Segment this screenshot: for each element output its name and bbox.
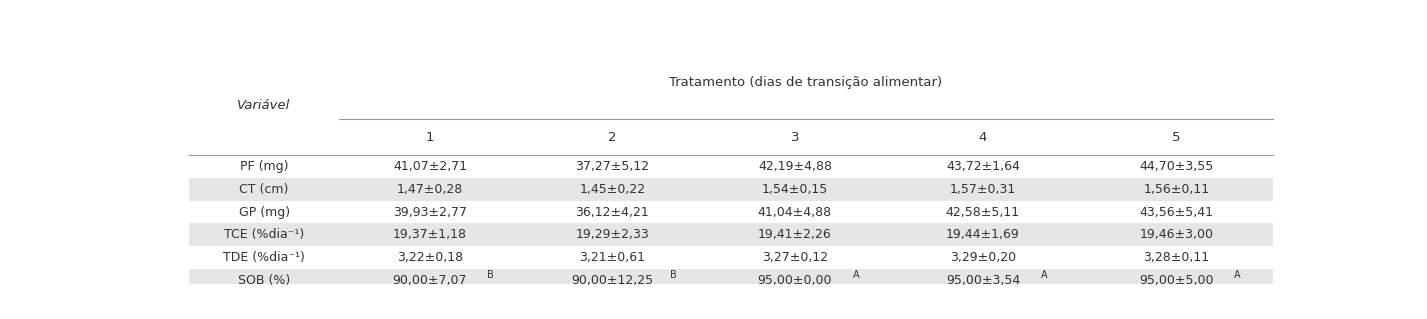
Text: 43,72±1,64: 43,72±1,64 bbox=[946, 160, 1020, 173]
Text: 1,45±0,22: 1,45±0,22 bbox=[579, 183, 645, 196]
Text: 3: 3 bbox=[791, 131, 799, 144]
Text: 43,56±5,41: 43,56±5,41 bbox=[1140, 205, 1213, 219]
Text: 39,93±2,77: 39,93±2,77 bbox=[392, 205, 467, 219]
Text: 90,00±7,07: 90,00±7,07 bbox=[392, 274, 467, 287]
Text: CT (cm): CT (cm) bbox=[240, 183, 288, 196]
Text: 1: 1 bbox=[425, 131, 434, 144]
Text: 19,46±3,00: 19,46±3,00 bbox=[1140, 228, 1213, 241]
Text: 1,57±0,31: 1,57±0,31 bbox=[950, 183, 1016, 196]
Text: 5: 5 bbox=[1172, 131, 1180, 144]
Text: 3,21±0,61: 3,21±0,61 bbox=[579, 251, 645, 264]
Text: 44,70±3,55: 44,70±3,55 bbox=[1139, 160, 1213, 173]
Text: 42,58±5,11: 42,58±5,11 bbox=[946, 205, 1020, 219]
Bar bbox=[190, 224, 1273, 246]
Bar bbox=[190, 178, 1273, 201]
Text: A: A bbox=[1234, 270, 1240, 280]
Text: 3,22±0,18: 3,22±0,18 bbox=[397, 251, 462, 264]
Text: 36,12±4,21: 36,12±4,21 bbox=[575, 205, 649, 219]
Text: A: A bbox=[1040, 270, 1047, 280]
Text: 19,29±2,33: 19,29±2,33 bbox=[575, 228, 649, 241]
Text: SOB (%): SOB (%) bbox=[238, 274, 290, 287]
Text: 19,37±1,18: 19,37±1,18 bbox=[392, 228, 467, 241]
Text: 41,04±4,88: 41,04±4,88 bbox=[758, 205, 832, 219]
Text: TDE (%dia⁻¹): TDE (%dia⁻¹) bbox=[223, 251, 305, 264]
Text: B: B bbox=[488, 270, 494, 280]
Text: TCE (%dia⁻¹): TCE (%dia⁻¹) bbox=[224, 228, 304, 241]
Text: 2: 2 bbox=[608, 131, 616, 144]
Text: 1,47±0,28: 1,47±0,28 bbox=[397, 183, 464, 196]
Text: 41,07±2,71: 41,07±2,71 bbox=[392, 160, 467, 173]
Text: 19,44±1,69: 19,44±1,69 bbox=[946, 228, 1020, 241]
Text: 4: 4 bbox=[979, 131, 987, 144]
Text: 37,27±5,12: 37,27±5,12 bbox=[575, 160, 649, 173]
Text: GP (mg): GP (mg) bbox=[238, 205, 290, 219]
Text: 95,00±0,00: 95,00±0,00 bbox=[758, 274, 832, 287]
Text: A: A bbox=[852, 270, 859, 280]
Text: PF (mg): PF (mg) bbox=[240, 160, 288, 173]
Text: 90,00±12,25: 90,00±12,25 bbox=[571, 274, 654, 287]
Text: 1,54±0,15: 1,54±0,15 bbox=[762, 183, 828, 196]
Text: 3,27±0,12: 3,27±0,12 bbox=[762, 251, 828, 264]
Text: 1,56±0,11: 1,56±0,11 bbox=[1143, 183, 1210, 196]
Text: Tratamento (dias de transição alimentar): Tratamento (dias de transição alimentar) bbox=[669, 76, 943, 89]
Bar bbox=[190, 269, 1273, 292]
Text: 3,28±0,11: 3,28±0,11 bbox=[1143, 251, 1210, 264]
Text: 19,41±2,26: 19,41±2,26 bbox=[758, 228, 832, 241]
Text: Variável: Variável bbox=[237, 99, 291, 112]
Text: 95,00±5,00: 95,00±5,00 bbox=[1139, 274, 1214, 287]
Text: 3,29±0,20: 3,29±0,20 bbox=[950, 251, 1016, 264]
Text: 42,19±4,88: 42,19±4,88 bbox=[758, 160, 832, 173]
Text: 95,00±3,54: 95,00±3,54 bbox=[946, 274, 1020, 287]
Text: B: B bbox=[669, 270, 676, 280]
